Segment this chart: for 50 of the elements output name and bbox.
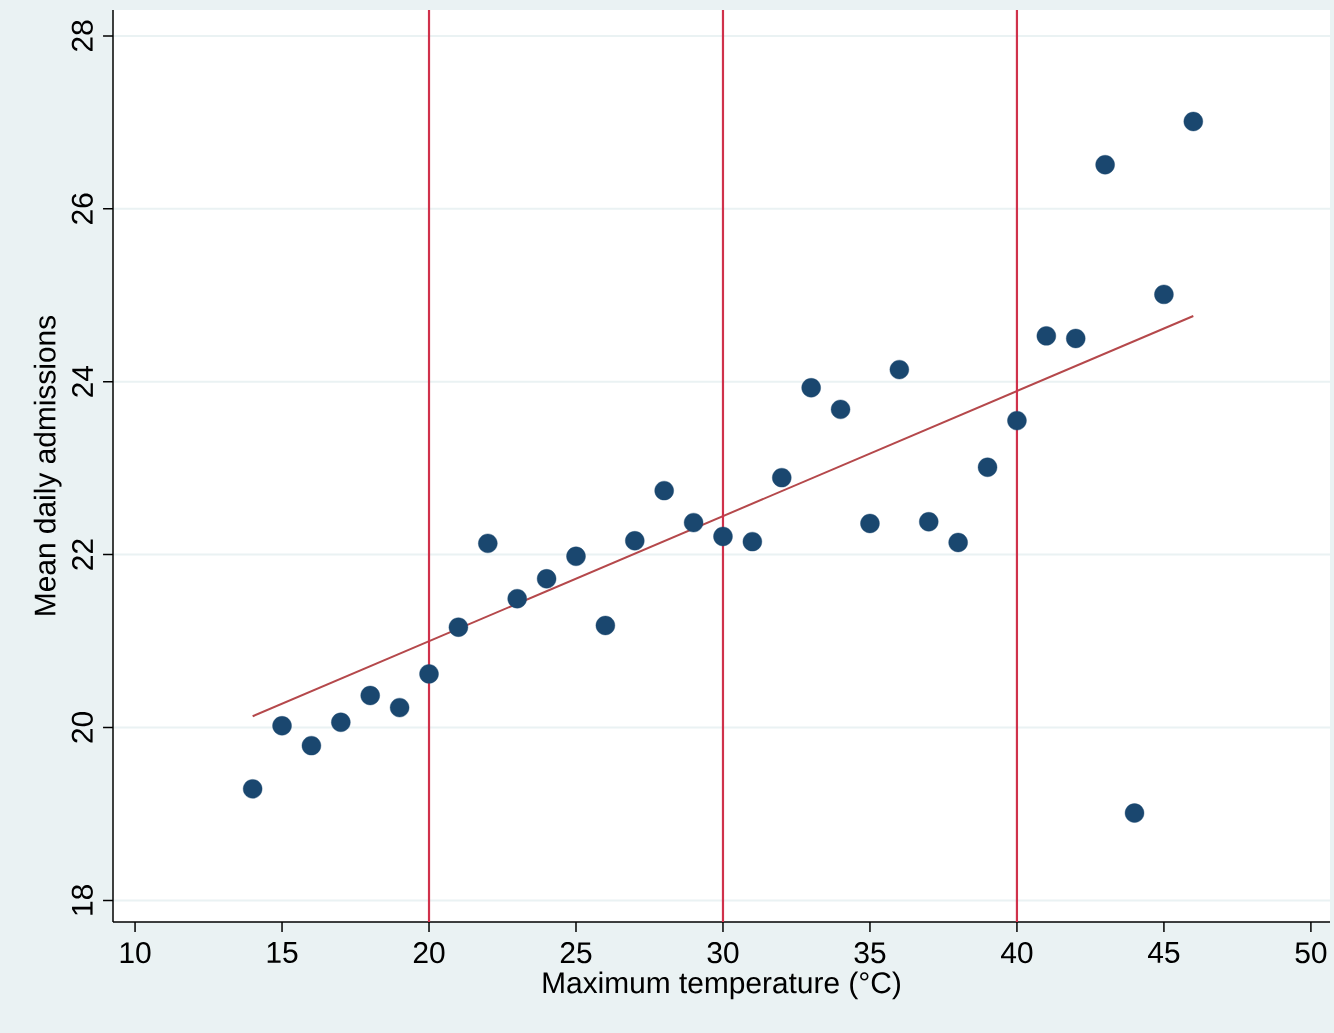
point <box>536 569 557 589</box>
point <box>1183 111 1203 132</box>
point <box>889 359 910 380</box>
point <box>683 512 704 533</box>
point <box>654 480 674 501</box>
point <box>1007 410 1027 431</box>
y-tick-label: 28 <box>71 20 93 52</box>
x-tick-label: 25 <box>560 942 592 964</box>
point <box>419 664 439 684</box>
x-tick-label: 50 <box>1295 942 1327 964</box>
point <box>625 531 645 551</box>
x-tick-label: 15 <box>267 942 298 963</box>
point <box>1124 803 1145 823</box>
point <box>830 399 851 420</box>
x-tick-label: 20 <box>413 942 445 964</box>
point <box>360 685 380 706</box>
x-tick-label: 35 <box>854 942 886 964</box>
y-tick-label: 20 <box>71 712 93 743</box>
point <box>566 546 586 566</box>
point <box>478 533 498 554</box>
point <box>772 468 792 488</box>
point <box>713 526 733 547</box>
x-tick-label: 45 <box>1147 942 1180 963</box>
point <box>977 457 998 477</box>
x-axis-title: Maximum temperature (°C) <box>543 971 900 1000</box>
y-tick-label: 24 <box>72 365 93 397</box>
point <box>595 615 616 636</box>
point <box>448 617 469 637</box>
point <box>1154 284 1174 305</box>
y-tick-label: 18 <box>71 885 93 915</box>
point <box>919 512 939 532</box>
point <box>389 697 410 718</box>
point <box>1066 328 1086 349</box>
x-tick-label: 10 <box>120 942 151 964</box>
point <box>242 779 263 799</box>
y-tick-label: 22 <box>72 539 93 570</box>
point <box>742 531 763 552</box>
y-tick-label: 26 <box>71 193 93 224</box>
x-tick-label: 40 <box>1001 942 1033 964</box>
point <box>272 716 292 736</box>
point <box>507 589 527 609</box>
point <box>331 712 351 732</box>
point <box>301 735 322 756</box>
x-tick-label: 30 <box>707 942 739 964</box>
point <box>860 513 880 534</box>
point <box>1095 155 1115 175</box>
point <box>948 532 968 553</box>
y-axis-title: Mean daily admissions <box>33 315 62 615</box>
point <box>801 378 821 398</box>
point <box>1036 326 1056 346</box>
